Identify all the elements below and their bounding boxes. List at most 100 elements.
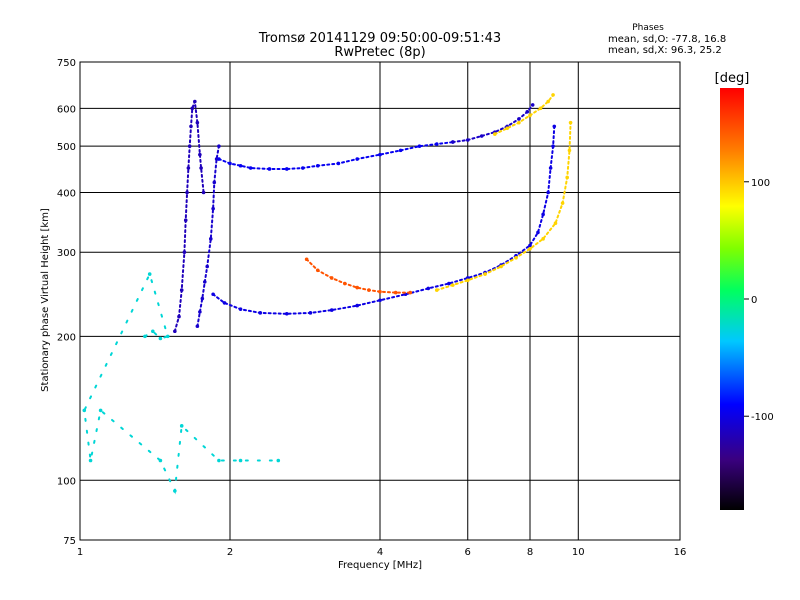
- data-point-5-6: [329, 308, 334, 312]
- data-point-1-2: [200, 296, 205, 301]
- data-point-2-0: [217, 157, 221, 161]
- data-point-7-3: [483, 272, 487, 276]
- data-point-2-4: [267, 167, 272, 171]
- data-point-5-10: [426, 286, 431, 291]
- colorbar-tick-label-1: 0: [751, 295, 757, 306]
- data-point-6-3: [343, 281, 347, 286]
- data-point-4-2: [517, 120, 521, 125]
- data-point-6-5: [367, 288, 371, 292]
- series-trace-0: [173, 101, 205, 333]
- colorbar-ticks: -100 0 100: [744, 178, 774, 423]
- data-point-8-1: [151, 329, 155, 334]
- data-point-0-1: [177, 314, 181, 319]
- data-point-1-3: [202, 280, 207, 284]
- y-tick-label-1: 100: [57, 476, 76, 487]
- colorbar-label: [deg]: [715, 71, 750, 86]
- data-point-3-2: [479, 134, 484, 138]
- data-point-6-6: [378, 289, 382, 294]
- data-point-0-13: [199, 166, 203, 170]
- data-point-6-4: [355, 285, 359, 290]
- data-point-8-11: [217, 458, 221, 463]
- data-point-5-1: [222, 301, 227, 305]
- x-tick-label-3: 6: [465, 547, 471, 558]
- data-point-0-10: [193, 99, 197, 104]
- series-trace-7: [435, 121, 572, 292]
- x-tick-label-1: 2: [227, 547, 233, 558]
- data-point-8-5: [82, 408, 87, 413]
- y-tick-label-3: 300: [57, 248, 76, 259]
- data-point-3-1: [465, 138, 470, 142]
- data-point-0-11: [195, 120, 200, 125]
- chart-subtitle: RwPretec (8p): [334, 45, 425, 60]
- series-trace-3: [451, 103, 534, 144]
- data-point-0-7: [187, 144, 192, 148]
- data-point-6-2: [329, 276, 334, 280]
- data-point-0-4: [183, 218, 188, 223]
- series-trace-6: [305, 258, 412, 294]
- data-point-2-7: [315, 163, 320, 168]
- data-point-8-9: [173, 489, 177, 493]
- data-point-3-0: [451, 140, 455, 144]
- data-point-6-0: [304, 257, 309, 262]
- data-point-5-7: [355, 303, 359, 308]
- series-trace-1: [196, 145, 220, 328]
- colorbar-tick-label-2: 100: [751, 178, 770, 189]
- data-point-0-2: [179, 288, 184, 292]
- data-point-8-2: [158, 336, 163, 341]
- data-point-2-11: [398, 148, 403, 153]
- data-point-2-5: [284, 167, 289, 171]
- y-tick-label-2: 200: [57, 332, 76, 343]
- data-point-4-1: [505, 126, 509, 131]
- data-point-1-1: [198, 310, 202, 314]
- data-point-6-7: [393, 290, 398, 295]
- data-point-7-9: [560, 201, 565, 205]
- plot-points: [82, 93, 573, 495]
- data-point-8-3: [165, 334, 170, 339]
- data-point-0-5: [185, 190, 189, 195]
- data-point-5-2: [238, 307, 243, 311]
- colorbar-tick-label-0: -100: [751, 412, 774, 423]
- data-point-0-6: [186, 166, 191, 170]
- data-point-5-20: [548, 166, 553, 170]
- data-point-8-13: [276, 458, 281, 463]
- data-point-7-4: [499, 264, 503, 269]
- data-point-7-6: [528, 246, 532, 251]
- data-point-1-9: [217, 144, 221, 148]
- data-point-5-4: [284, 311, 289, 316]
- data-point-8-10: [179, 424, 184, 428]
- data-point-1-7: [212, 180, 217, 185]
- data-point-8-6: [88, 458, 93, 463]
- data-point-5-18: [541, 212, 545, 217]
- data-point-1-6: [211, 206, 215, 211]
- x-tick-labels: 1 2 4 6 8 10 16: [77, 547, 687, 558]
- colorbar: [720, 88, 744, 510]
- data-point-5-19: [546, 190, 550, 195]
- data-point-2-8: [336, 161, 341, 166]
- data-point-1-5: [208, 237, 213, 241]
- data-point-7-7: [541, 237, 545, 241]
- y-tick-labels: 75 100 200 300 400 500 600 750: [57, 58, 76, 547]
- data-point-3-7: [530, 103, 535, 107]
- data-point-1-4: [205, 264, 209, 269]
- plot-frame: [79, 61, 681, 541]
- series-trace-5: [212, 125, 556, 315]
- x-tick-label-4: 8: [527, 547, 533, 558]
- data-point-2-12: [417, 144, 422, 148]
- data-point-0-0: [173, 329, 177, 334]
- data-point-7-1: [451, 283, 455, 287]
- data-point-0-8: [189, 124, 193, 129]
- data-point-7-5: [514, 256, 518, 260]
- data-point-2-2: [238, 163, 243, 168]
- phase-stats-x: mean, sd,X: 96.3, 25.2: [608, 45, 722, 56]
- data-point-8-8: [158, 458, 163, 463]
- data-point-8-12: [238, 458, 243, 463]
- data-point-0-9: [190, 106, 195, 111]
- y-tick-label-7: 750: [57, 58, 76, 69]
- data-point-2-9: [355, 157, 359, 161]
- data-point-3-5: [517, 117, 521, 121]
- data-point-3-6: [525, 110, 530, 114]
- data-point-2-10: [378, 152, 382, 157]
- data-point-2-6: [301, 166, 305, 170]
- data-point-8-7: [98, 408, 103, 413]
